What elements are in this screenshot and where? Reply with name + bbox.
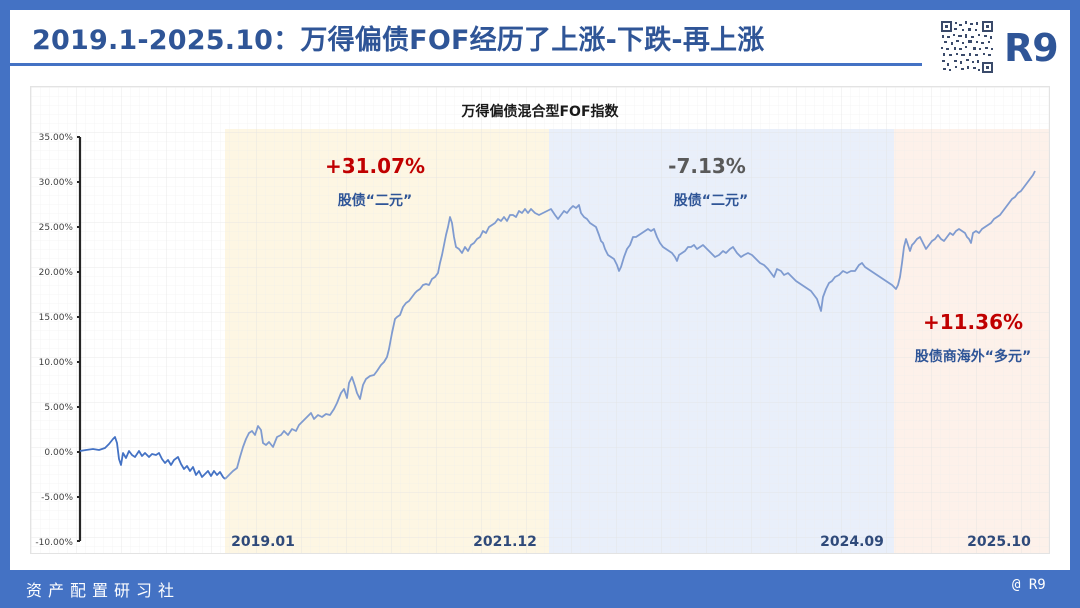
y-tick: 35.00% <box>39 133 74 143</box>
line-chart: 万得偏债混合型FOF指数 35.00% 30.00% 25.00% 20.00%… <box>31 87 1049 553</box>
chart-container: 万得偏债混合型FOF指数 35.00% 30.00% 25.00% 20.00%… <box>30 86 1050 554</box>
series-line <box>224 170 1036 480</box>
series-line-pre-2019 <box>79 436 226 480</box>
region-3-label: 股债商海外“多元” <box>915 348 1031 365</box>
y-tick: -5.00% <box>41 493 73 503</box>
y-tick: 15.00% <box>39 313 74 323</box>
y-tick: 30.00% <box>39 178 74 188</box>
y-tick: 10.00% <box>39 358 74 368</box>
region-2-return: -7.13% <box>668 154 746 178</box>
brand-logo: R9 <box>1004 26 1059 70</box>
x-marker-2024-09: 2024.09 <box>820 534 884 550</box>
y-tick-marks <box>77 136 80 542</box>
x-marker-2025-10: 2025.10 <box>967 534 1031 550</box>
qr-code-icon <box>940 20 994 74</box>
x-marker-2019-01: 2019.01 <box>231 534 295 550</box>
footer-handle: @ R9 <box>1012 577 1046 593</box>
x-axis-markers: 2019.01 2021.12 2024.09 2025.10 <box>231 534 1031 550</box>
footer-brand: 资产配置研习社 <box>26 581 181 600</box>
y-tick: 5.00% <box>44 403 73 413</box>
y-tick: 25.00% <box>39 223 74 233</box>
region-3-return: +11.36% <box>923 310 1023 334</box>
y-tick: -10.00% <box>35 538 73 548</box>
y-tick: 0.00% <box>44 448 73 458</box>
title-underline <box>10 63 922 66</box>
y-tick: 20.00% <box>39 268 74 278</box>
page-title: 2019.1-2025.10：万得偏债FOF经历了上涨-下跌-再上涨 <box>32 25 765 56</box>
chart-title: 万得偏债混合型FOF指数 <box>460 103 619 120</box>
chart-grid <box>31 87 1049 553</box>
region-1-label: 股债“二元” <box>338 192 412 209</box>
y-axis-ticks: 35.00% 30.00% 25.00% 20.00% 15.00% 10.00… <box>35 133 73 548</box>
x-marker-2021-12: 2021.12 <box>473 534 537 550</box>
region-2-label: 股债“二元” <box>674 192 748 209</box>
region-1-return: +31.07% <box>325 154 425 178</box>
